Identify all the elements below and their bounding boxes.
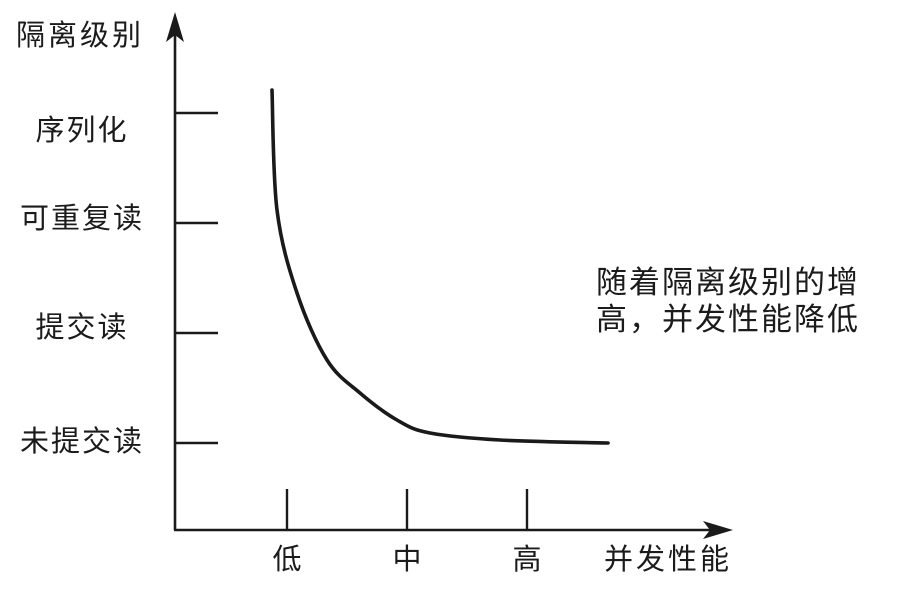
x-axis-arrowhead-icon: [703, 521, 733, 539]
x-axis-title: 并发性能: [604, 544, 733, 576]
performance-curve: [270, 88, 610, 445]
x-tick-label-high: 高: [512, 544, 542, 576]
annotation-text: 随着隔离级别的增 高，并发性能降低: [596, 264, 860, 338]
y-tick-label-serializable: 序列化: [35, 115, 129, 147]
annotation-line-2: 高，并发性能降低: [596, 302, 860, 337]
x-tick-label-medium: 中: [392, 544, 422, 576]
y-axis-title: 隔离级别: [16, 20, 145, 52]
y-axis-arrowhead-icon: [166, 12, 184, 42]
y-tick-label-repeatable-read: 可重复读: [19, 203, 144, 235]
x-tick-label-low: 低: [272, 544, 302, 576]
y-tick-label-read-uncommitted: 未提交读: [19, 426, 144, 458]
annotation-line-1: 随着隔离级别的增: [596, 265, 860, 300]
y-tick-label-read-committed: 提交读: [35, 312, 129, 344]
